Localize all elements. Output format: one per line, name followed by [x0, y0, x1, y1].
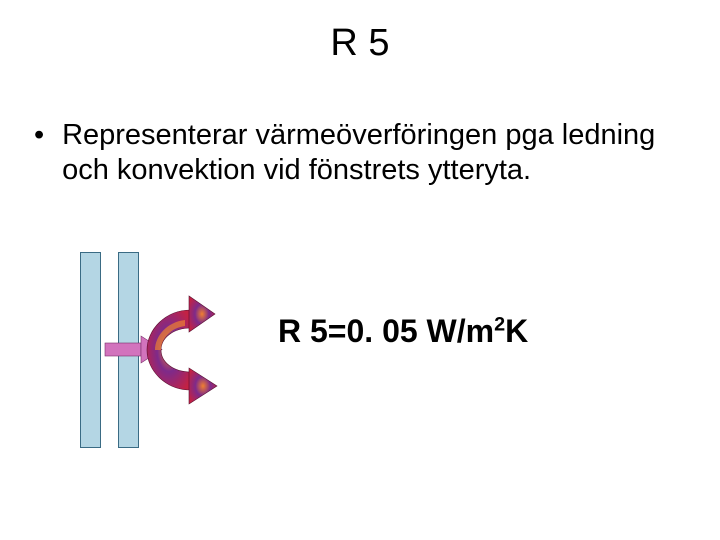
bullet-item: • Representerar värmeöverföringen pga le…	[34, 118, 674, 189]
window-pane-left	[80, 252, 101, 448]
heat-arrows-icon	[105, 300, 245, 420]
curved-arrow-icon	[147, 296, 217, 404]
formula-exponent: 2	[494, 313, 505, 335]
formula-prefix: R 5=0. 05 W/m	[278, 313, 494, 349]
slide-title: R 5	[0, 22, 720, 65]
formula-text: R 5=0. 05 W/m2K	[278, 313, 528, 350]
bullet-marker: •	[34, 118, 54, 153]
bullet-text: Representerar värmeöverföringen pga ledn…	[62, 118, 662, 189]
formula-suffix: K	[505, 313, 528, 349]
